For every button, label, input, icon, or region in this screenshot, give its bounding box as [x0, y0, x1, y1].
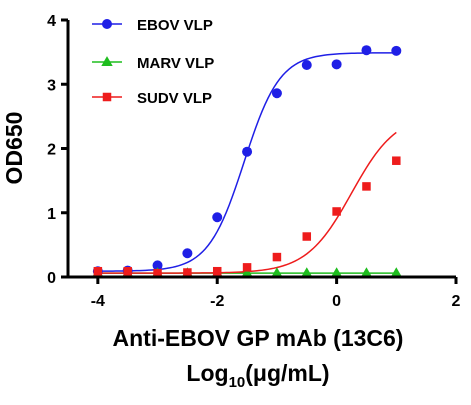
ebov-vlp-point — [182, 248, 193, 259]
marv-vlp-point — [241, 267, 253, 278]
marv-vlp-point — [271, 267, 283, 278]
ebov-vlp-point — [391, 45, 402, 56]
x-axis-title-subscript: 10 — [229, 374, 246, 391]
sudv-vlp-point — [332, 207, 341, 216]
sudv-vlp-point — [242, 263, 252, 272]
y-tick-label: 3 — [47, 77, 56, 94]
marv-vlp-point — [330, 267, 343, 278]
ebov-vlp-point — [152, 260, 163, 271]
sudv-vlp-point — [302, 232, 312, 241]
marv-vlp-point — [360, 267, 373, 278]
sudv-vlp-point — [392, 156, 401, 165]
marv-vlp-point — [301, 267, 313, 278]
ebov-vlp-point — [361, 45, 372, 56]
legend-marker-marv-vlp — [101, 56, 113, 66]
fit-curve — [97, 52, 397, 272]
sudv-vlp-point — [93, 266, 103, 276]
ebov-vlp-point — [212, 212, 223, 223]
legend-marker-sudv-vlp — [102, 92, 112, 102]
sudv-vlp-point — [153, 268, 162, 278]
y-tick-label: 1 — [47, 206, 56, 223]
y-axis-title: OD650 — [1, 112, 27, 185]
sudv-vlp-point — [183, 268, 192, 277]
ebov-vlp-point — [301, 59, 312, 70]
legend-label-ebov-vlp: EBOV VLP — [137, 17, 213, 34]
legend-marker-ebov-vlp — [102, 19, 112, 29]
x-tick-label: -4 — [91, 293, 105, 310]
x-axis-title-line1: Anti-EBOV GP mAb (13C6) — [113, 325, 404, 351]
sudv-vlp-point — [272, 252, 282, 262]
x-tick-label: 0 — [332, 293, 341, 310]
axes: 0 1 2 3 4 -4 -2 0 2 — [47, 13, 460, 310]
legend-label-sudv-vlp: SUDV VLP — [137, 90, 212, 107]
sudv-vlp-point — [362, 182, 371, 191]
marv-vlp-point — [390, 267, 403, 278]
x-tick-label: 2 — [452, 293, 461, 310]
plot-area — [92, 45, 403, 278]
ebov-vlp-point — [331, 59, 342, 70]
y-tick-label: 4 — [47, 13, 56, 30]
y-tick-label: 2 — [47, 142, 56, 159]
legend-label-marv-vlp: MARV VLP — [137, 55, 214, 72]
ebov-vlp-point — [242, 146, 253, 157]
sudv-vlp-point — [123, 266, 132, 276]
x-axis-title-unit: (μg/mL) — [245, 360, 329, 386]
sudv-vlp-point — [212, 266, 222, 276]
legend: EBOV VLP MARV VLP SUDV VLP — [92, 17, 214, 107]
x-axis-title-line2: Log10(μg/mL) — [186, 360, 329, 391]
x-tick-label: -2 — [210, 293, 224, 310]
x-axis-title-log: Log — [186, 360, 228, 386]
ebov-vlp-point — [271, 88, 282, 99]
y-tick-label: 0 — [47, 270, 56, 287]
